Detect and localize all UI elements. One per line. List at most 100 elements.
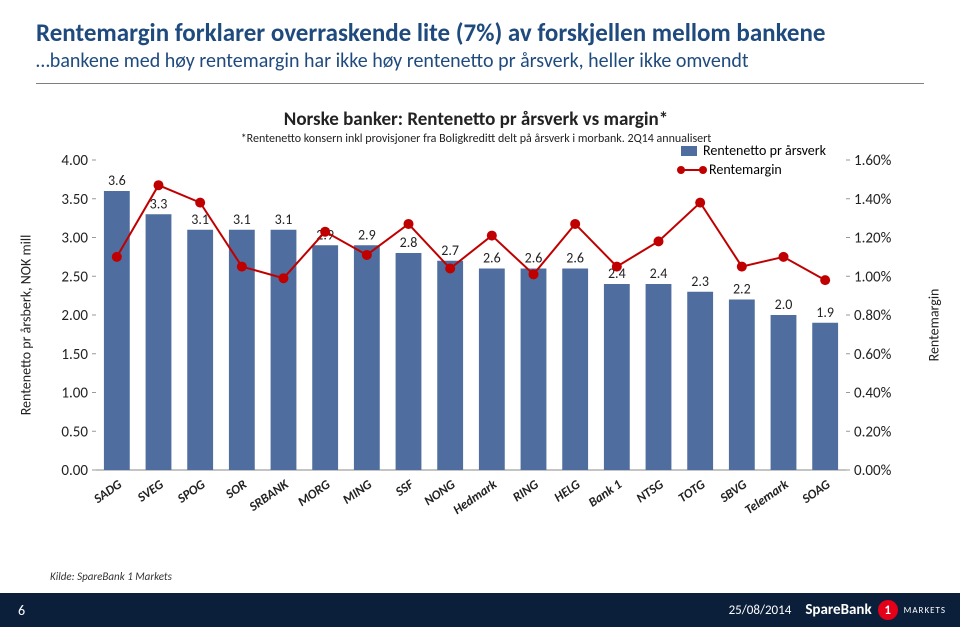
series-marker	[737, 262, 747, 272]
svg-text:SSF: SSF	[392, 477, 417, 501]
svg-text:1.20%: 1.20%	[854, 230, 892, 248]
bar	[437, 261, 463, 470]
svg-text:1.9: 1.9	[816, 304, 834, 321]
series-marker	[195, 198, 205, 208]
brand-sub: MARKETS	[904, 605, 946, 616]
svg-text:1.60%: 1.60%	[854, 152, 892, 170]
svg-text:SOAG: SOAG	[799, 477, 834, 508]
bar	[396, 253, 422, 470]
svg-text:HELG: HELG	[552, 477, 584, 506]
series-marker	[612, 262, 622, 272]
bar	[146, 214, 172, 470]
svg-text:SVEG: SVEG	[134, 477, 167, 506]
svg-text:SOR: SOR	[222, 477, 249, 503]
svg-text:NTSG: NTSG	[634, 477, 667, 507]
svg-text:1.00%: 1.00%	[854, 268, 892, 286]
svg-text:3.1: 3.1	[275, 211, 293, 228]
footer-bar: 6 25/08/2014 SpareBank 1 MARKETS	[0, 593, 960, 627]
svg-text:MING: MING	[340, 477, 375, 508]
series-marker	[487, 231, 497, 241]
series-marker	[695, 198, 705, 208]
bar	[646, 284, 672, 470]
svg-text:Telemark: Telemark	[742, 477, 792, 518]
series-marker	[654, 236, 664, 246]
svg-text:2.6: 2.6	[525, 250, 543, 267]
footer-date: 25/08/2014	[729, 603, 792, 618]
svg-text:SRBANK: SRBANK	[246, 477, 292, 516]
series-line	[117, 185, 825, 280]
svg-text:3.00: 3.00	[61, 230, 88, 248]
svg-text:0.60%: 0.60%	[854, 346, 892, 364]
svg-text:2.6: 2.6	[566, 250, 584, 267]
svg-text:0.00%: 0.00%	[854, 462, 892, 480]
svg-text:0.00: 0.00	[61, 462, 88, 480]
bar	[812, 323, 838, 470]
svg-text:2.50: 2.50	[61, 268, 88, 286]
svg-text:2.7: 2.7	[441, 242, 459, 259]
bar	[104, 191, 130, 470]
svg-text:0.80%: 0.80%	[854, 307, 892, 325]
svg-text:2.00: 2.00	[61, 307, 88, 325]
svg-text:2.0: 2.0	[775, 296, 793, 313]
series-marker	[279, 273, 289, 283]
series-marker	[320, 227, 330, 237]
page-number: 6	[18, 602, 25, 619]
y-axis-left-label: Rentenetto pr årsberk, NOK mill	[18, 235, 35, 416]
chart-area: Norske banker: Rentenetto pr årsverk vs …	[36, 110, 916, 540]
svg-text:2.8: 2.8	[400, 234, 418, 251]
svg-text:SBVG: SBVG	[717, 477, 751, 507]
svg-text:2.6: 2.6	[483, 250, 501, 267]
footer-brand: SpareBank 1 MARKETS	[805, 600, 946, 620]
svg-text:0.50: 0.50	[61, 423, 88, 441]
svg-text:0.20%: 0.20%	[854, 423, 892, 441]
svg-text:1.40%: 1.40%	[854, 191, 892, 209]
svg-text:2.2: 2.2	[733, 281, 751, 298]
title-rule	[36, 83, 924, 84]
svg-text:4.00: 4.00	[61, 152, 88, 170]
series-marker	[154, 180, 164, 190]
svg-text:SADG: SADG	[91, 477, 126, 508]
brand-badge: 1	[878, 600, 898, 620]
svg-text:1.50: 1.50	[61, 346, 88, 364]
bar	[562, 269, 588, 471]
y-axis-right-label: Rentemargin	[926, 289, 943, 362]
svg-text:2.9: 2.9	[358, 226, 376, 243]
series-marker	[237, 262, 247, 272]
bar	[312, 245, 338, 470]
chart-svg: 0.00 0.50 1.00 1.50 2.00 2.50 3.00 3.50 4.00 0.00…	[36, 110, 916, 540]
svg-text:SPOG: SPOG	[174, 477, 209, 507]
slide: Rentemargin forklarer overraskende lite …	[0, 0, 960, 627]
title-main: Rentemargin forklarer overraskende lite …	[36, 18, 924, 48]
bar	[771, 315, 797, 470]
series-marker	[404, 219, 414, 229]
bar	[604, 284, 630, 470]
title-sub: …bankene med høy rentemargin har ikke hø…	[36, 50, 924, 74]
source-line: Kilde: SpareBank 1 Markets	[50, 570, 172, 583]
bar	[687, 292, 713, 470]
svg-text:2.3: 2.3	[691, 273, 709, 290]
bar	[479, 269, 505, 471]
svg-text:RING: RING	[510, 477, 542, 506]
svg-text:TOTG: TOTG	[676, 477, 709, 506]
bar	[729, 300, 755, 471]
svg-text:Hedmark: Hedmark	[451, 477, 501, 518]
bar	[271, 230, 297, 470]
brand-name: SpareBank	[805, 601, 871, 619]
series-marker	[570, 219, 580, 229]
series-marker	[820, 275, 830, 285]
series-marker	[112, 252, 122, 262]
svg-text:3.6: 3.6	[108, 172, 126, 189]
svg-text:2.4: 2.4	[650, 265, 668, 282]
title-block: Rentemargin forklarer overraskende lite …	[0, 0, 960, 88]
bar	[187, 230, 213, 470]
svg-text:0.40%: 0.40%	[854, 385, 892, 403]
series-marker	[445, 264, 455, 274]
series-marker	[362, 250, 372, 260]
svg-text:3.1: 3.1	[233, 211, 251, 228]
bar	[521, 269, 547, 471]
series-marker	[779, 252, 789, 262]
svg-text:3.50: 3.50	[61, 191, 88, 209]
svg-text:1.00: 1.00	[61, 385, 88, 403]
series-marker	[529, 269, 539, 279]
svg-text:MORG: MORG	[295, 477, 333, 510]
